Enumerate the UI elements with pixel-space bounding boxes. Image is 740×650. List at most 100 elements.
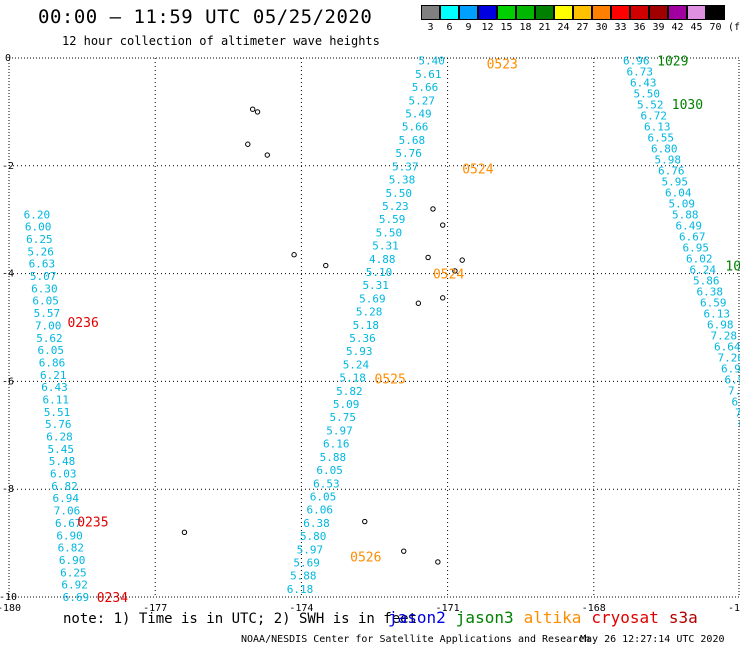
swh-value: 5.68 bbox=[399, 134, 426, 147]
swh-value: 6.30 bbox=[31, 282, 58, 295]
swh-value: 5.38 bbox=[389, 174, 416, 187]
swh-value: 5.45 bbox=[48, 443, 75, 456]
credit-line: NOAA/NESDIS Center for Satellite Applica… bbox=[241, 634, 591, 645]
swh-value: 6.20 bbox=[24, 208, 51, 221]
swh-value: 5.88 bbox=[672, 209, 699, 222]
swh-value: 5.23 bbox=[382, 200, 409, 213]
legend-swatch bbox=[516, 5, 535, 20]
swh-value: 7.26 bbox=[718, 351, 740, 364]
swh-value: 6.24 bbox=[690, 263, 717, 276]
swh-value: 6.45 bbox=[739, 417, 740, 430]
swh-value: 6.25 bbox=[26, 233, 53, 246]
swh-value: 5.88 bbox=[290, 570, 317, 583]
swh-value: 6.96 bbox=[623, 55, 650, 68]
legend-label: 30 bbox=[595, 22, 608, 33]
swh-value: 5.18 bbox=[353, 319, 380, 332]
swh-value: 6.73 bbox=[627, 66, 654, 79]
swh-value: 6.90 bbox=[59, 554, 86, 567]
swh-value: 5.76 bbox=[45, 418, 72, 431]
swh-value: 5.61 bbox=[415, 68, 442, 81]
legend-swatch bbox=[459, 5, 478, 20]
swh-value: 6.28 bbox=[46, 431, 72, 444]
swh-value: 5.86 bbox=[693, 274, 720, 287]
swh-value: 5.09 bbox=[333, 398, 360, 411]
swh-value: 6.98 bbox=[725, 373, 740, 386]
swh-value: 6.13 bbox=[704, 307, 731, 320]
page-subtitle: 12 hour collection of altimeter wave hei… bbox=[62, 34, 380, 48]
swh-value: 6.98 bbox=[707, 318, 734, 331]
swh-value: 5.49 bbox=[405, 108, 432, 121]
swh-value: 6.47 bbox=[732, 395, 740, 408]
island-outline bbox=[440, 295, 446, 301]
swh-value: 5.28 bbox=[356, 306, 383, 319]
x-tick-label: -165 bbox=[728, 603, 740, 614]
swh-value: 5.18 bbox=[339, 372, 366, 385]
swh-value: 6.02 bbox=[686, 252, 713, 265]
legend-swatch bbox=[478, 5, 497, 20]
swh-value: 5.50 bbox=[634, 88, 661, 101]
swh-value: 5.50 bbox=[385, 187, 412, 200]
swh-value: 5.24 bbox=[343, 358, 370, 371]
swh-value: 7.06 bbox=[54, 505, 80, 518]
swh-value: 6.55 bbox=[648, 132, 675, 145]
legend-swatch bbox=[592, 5, 611, 20]
pass-time-label: 1030 bbox=[672, 98, 703, 113]
swh-value: 5.09 bbox=[669, 198, 696, 211]
swh-value: 5.88 bbox=[320, 451, 347, 464]
satellite-jason3: jason3 bbox=[455, 608, 514, 627]
legend-label: 21 bbox=[538, 22, 551, 33]
pass-time-label: 0525 bbox=[375, 373, 406, 388]
island-outline bbox=[181, 529, 188, 536]
swh-value: 6.38 bbox=[697, 285, 724, 298]
legend-label: 18 bbox=[519, 22, 532, 33]
swh-value: 5.31 bbox=[372, 240, 399, 253]
legend-unit: (ft) bbox=[727, 22, 740, 33]
satellite-legend: jason2 jason3 altika cryosat s3a bbox=[388, 608, 708, 627]
swh-value: 6.64 bbox=[714, 340, 740, 353]
swh-value: 5.97 bbox=[297, 543, 324, 556]
swh-value: 5.69 bbox=[359, 292, 386, 305]
legend-label: 24 bbox=[557, 22, 570, 33]
swh-value: 6.05 bbox=[37, 344, 64, 357]
swh-value: 6.80 bbox=[651, 143, 678, 156]
legend-label: 6 bbox=[446, 22, 453, 33]
pass-time-label: 0526 bbox=[350, 551, 381, 566]
legend-label: 36 bbox=[633, 22, 646, 33]
swh-value: 6.05 bbox=[32, 295, 59, 308]
swh-value: 6.90 bbox=[56, 529, 83, 542]
swh-value: 5.31 bbox=[362, 279, 389, 292]
swh-value: 6.03 bbox=[50, 468, 76, 481]
swh-value: 6.72 bbox=[641, 110, 668, 123]
swh-value: 6.82 bbox=[51, 480, 78, 493]
island-outline bbox=[401, 548, 407, 554]
swh-value: 6.49 bbox=[676, 220, 703, 233]
legend-swatch bbox=[440, 5, 459, 20]
legend-label: 42 bbox=[671, 22, 684, 33]
island-outline bbox=[452, 268, 458, 274]
pass-time-label: 0235 bbox=[77, 516, 108, 531]
swh-value: 6.92 bbox=[61, 579, 87, 592]
x-tick-label: -168 bbox=[582, 603, 606, 614]
swh-value: 6.86 bbox=[39, 356, 65, 369]
swh-value: 6.18 bbox=[287, 583, 314, 596]
swh-value: 7.11 bbox=[735, 406, 740, 419]
y-tick-label: -8 bbox=[2, 484, 14, 495]
map-frame bbox=[8, 57, 740, 598]
legend-swatch bbox=[421, 5, 440, 20]
island-outline bbox=[459, 257, 465, 263]
swh-value: 5.48 bbox=[49, 455, 76, 468]
swh-value: 6.67 bbox=[679, 230, 706, 243]
pass-time-label: 0523 bbox=[487, 57, 518, 72]
swh-value: 5.98 bbox=[655, 154, 682, 167]
x-tick-label: -177 bbox=[143, 603, 167, 614]
x-tick-label: -180 bbox=[0, 603, 21, 614]
island-outline bbox=[362, 518, 368, 525]
island-outline bbox=[254, 109, 261, 115]
legend-swatch bbox=[630, 5, 649, 20]
swh-value: 6.05 bbox=[316, 464, 343, 477]
swh-value: 6.59 bbox=[700, 296, 727, 309]
legend-label: 39 bbox=[652, 22, 665, 33]
pass-time-label: 0236 bbox=[67, 316, 98, 331]
y-tick-label: -10 bbox=[0, 592, 17, 603]
